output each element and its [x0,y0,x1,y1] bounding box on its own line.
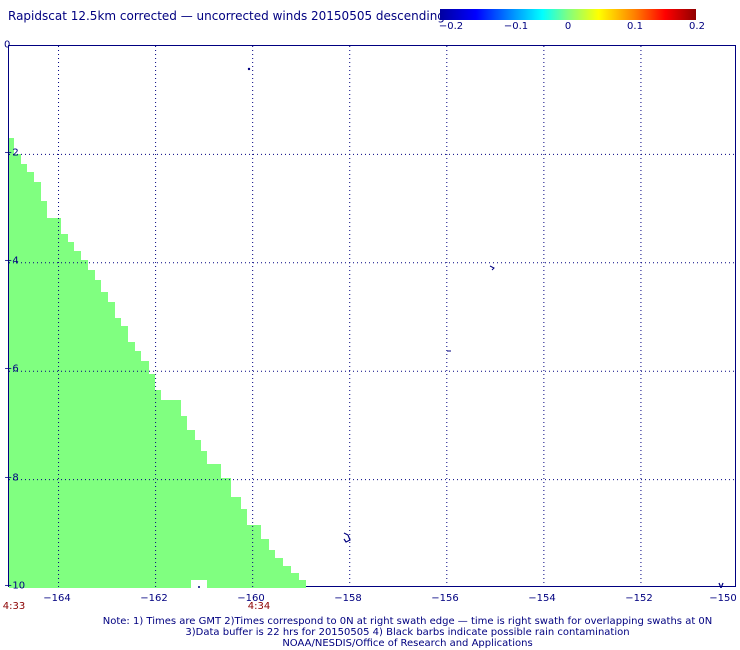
longitude-label: −158 [334,593,362,604]
swath-time-label: 4:33 [2,601,26,612]
footnote-line: Note: 1) Times are GMT 2)Times correspon… [102,616,713,627]
latitude-label: 0 [4,39,11,51]
latitude-label: −10 [4,580,26,592]
longitude-label: −150 [709,593,737,604]
map-title: Rapidscat 12.5km corrected — uncorrected… [8,9,445,23]
wind-barb [247,67,251,71]
wind-barb [198,586,200,588]
longitude-label: −152 [625,593,653,604]
longitude-label: −156 [431,593,459,604]
wind-barb [343,532,351,543]
latitude-label: −6 [4,363,19,375]
wind-barb [489,265,495,271]
color-scale-bar [440,9,696,20]
longitude-label: −154 [528,593,556,604]
colorbar-tick: −0.2 [438,21,464,32]
latitude-label: −8 [4,472,19,484]
longitude-label: −162 [140,593,168,604]
latitude-label: −4 [4,255,19,267]
wind-barbs [198,67,724,590]
wind-barb [718,582,724,590]
colorbar-tick: 0.2 [689,21,705,32]
map-canvas [9,46,737,590]
latitude-label: −2 [4,147,19,159]
swath-coverage-region [9,138,306,588]
longitude-label: −160 [237,593,265,604]
colorbar-tick: −0.1 [503,21,529,32]
swath-gap [191,580,207,588]
footnote-line: 3)Data buffer is 22 hrs for 20150505 4) … [185,627,630,638]
longitude-label: −164 [43,593,71,604]
swath-time-label: 4:34 [247,601,271,612]
colorbar-tick: 0.1 [627,21,643,32]
map-plot-area [8,45,737,590]
footnote-line: NOAA/NESDIS/Office of Research and Appli… [282,638,533,649]
lat-lon-grid [9,46,737,588]
colorbar-tick: 0 [564,21,572,32]
